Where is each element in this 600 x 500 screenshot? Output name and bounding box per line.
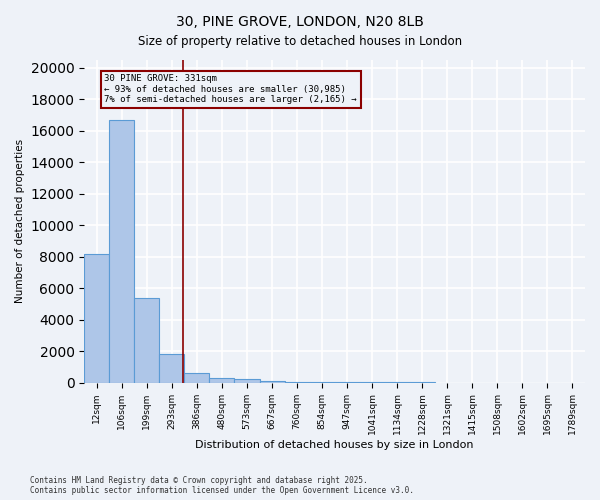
Y-axis label: Number of detached properties: Number of detached properties: [15, 139, 25, 304]
Bar: [235, 380, 260, 382]
Bar: [109, 120, 134, 382]
Text: Size of property relative to detached houses in London: Size of property relative to detached ho…: [138, 35, 462, 48]
Text: Contains HM Land Registry data © Crown copyright and database right 2025.
Contai: Contains HM Land Registry data © Crown c…: [30, 476, 414, 495]
Bar: [134, 298, 160, 382]
X-axis label: Distribution of detached houses by size in London: Distribution of detached houses by size …: [196, 440, 474, 450]
Bar: [184, 373, 209, 382]
Bar: [260, 381, 284, 382]
Text: 30 PINE GROVE: 331sqm
← 93% of detached houses are smaller (30,985)
7% of semi-d: 30 PINE GROVE: 331sqm ← 93% of detached …: [104, 74, 357, 104]
Bar: [84, 254, 109, 382]
Bar: [209, 378, 235, 382]
Bar: [160, 354, 184, 382]
Text: 30, PINE GROVE, LONDON, N20 8LB: 30, PINE GROVE, LONDON, N20 8LB: [176, 15, 424, 29]
